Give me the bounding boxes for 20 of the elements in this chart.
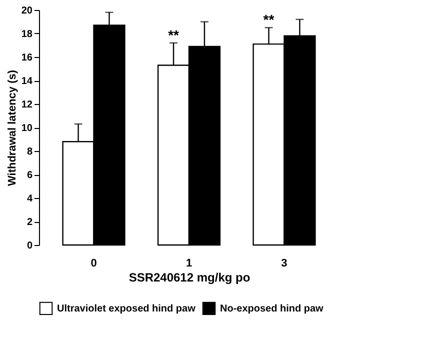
- legend-label: No-exposed hind paw: [220, 303, 324, 314]
- y-tick-label: 0: [26, 240, 33, 252]
- y-axis-title: Withdrawal latency (s): [6, 70, 18, 186]
- y-tick-label: 14: [21, 76, 33, 87]
- x-tick-label: 1: [186, 258, 192, 270]
- y-tick-label: 18: [21, 29, 33, 40]
- y-tick-label: 10: [21, 123, 33, 134]
- y-tick-label: 2: [26, 217, 33, 228]
- y-tick-label: 8: [26, 146, 33, 158]
- y-tick-label: 16: [21, 52, 33, 64]
- y-tick-label: 12: [21, 100, 33, 110]
- y-tick-label: 4: [26, 194, 33, 204]
- x-axis-title: SSR240612 mg/kg po: [128, 270, 250, 284]
- x-tick-label: 0: [90, 258, 97, 270]
- annotation: **: [263, 12, 275, 28]
- legend-label: Ultraviolet exposed hind paw: [57, 303, 196, 314]
- y-tick-label: 20: [21, 6, 33, 16]
- annotation: **: [168, 26, 180, 43]
- y-tick-label: 6: [26, 170, 33, 181]
- x-tick-label: 3: [281, 258, 288, 270]
